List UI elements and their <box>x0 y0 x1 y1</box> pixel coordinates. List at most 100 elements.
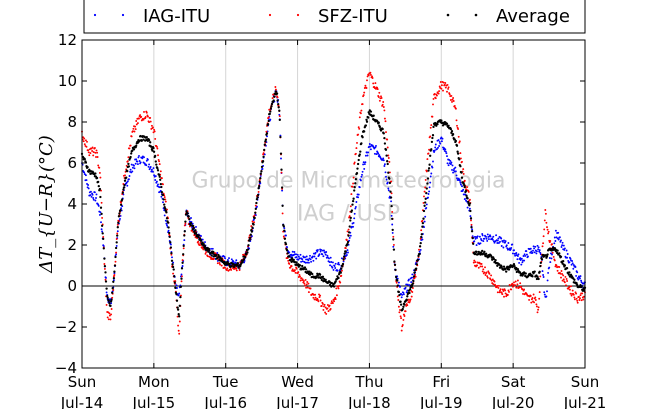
data-point <box>154 175 157 178</box>
data-point <box>497 286 500 289</box>
data-point <box>265 130 268 133</box>
data-point <box>400 329 403 332</box>
data-point <box>258 179 261 182</box>
data-point <box>177 294 180 297</box>
data-point <box>449 99 452 101</box>
data-point <box>146 115 149 118</box>
data-point <box>114 246 118 250</box>
data-point <box>329 256 332 259</box>
data-point <box>259 174 262 177</box>
data-point <box>486 276 489 279</box>
data-point <box>310 260 313 263</box>
data-point <box>162 201 164 204</box>
data-point <box>423 220 426 223</box>
data-point <box>430 148 433 151</box>
data-point <box>404 310 407 313</box>
data-point <box>356 167 359 170</box>
data-point <box>580 281 583 284</box>
data-point <box>298 273 301 276</box>
data-point <box>572 264 575 266</box>
data-point <box>558 266 561 268</box>
data-point <box>419 241 422 245</box>
data-point <box>459 181 462 184</box>
data-point <box>318 293 320 296</box>
data-point <box>423 195 425 198</box>
data-point <box>434 146 437 149</box>
data-point <box>205 251 208 254</box>
data-point <box>147 165 150 168</box>
data-point <box>152 126 154 129</box>
data-point <box>164 219 167 222</box>
data-point <box>126 169 129 173</box>
data-point <box>107 318 110 321</box>
data-point <box>101 216 104 219</box>
data-point <box>307 259 310 262</box>
data-point <box>322 277 326 281</box>
data-point <box>371 75 374 78</box>
data-point <box>253 216 256 220</box>
data-point <box>432 125 435 129</box>
data-point <box>424 197 427 200</box>
data-point <box>355 171 359 175</box>
legend-marker-average-a <box>446 13 450 17</box>
data-point <box>500 237 503 240</box>
data-point <box>357 196 360 199</box>
x-tick-date: Jul-19 <box>419 394 463 409</box>
data-point <box>425 203 428 206</box>
data-point <box>202 242 205 246</box>
data-point <box>158 175 161 178</box>
data-point <box>537 277 540 281</box>
data-point <box>333 300 336 303</box>
data-point <box>282 235 285 238</box>
data-point <box>123 184 126 187</box>
data-point <box>114 260 117 263</box>
data-point <box>270 102 274 106</box>
data-point <box>535 252 538 255</box>
data-point <box>438 140 441 143</box>
data-point <box>204 241 206 244</box>
data-point <box>139 161 142 164</box>
data-point <box>100 189 102 192</box>
data-point <box>450 130 454 133</box>
data-point <box>390 192 393 195</box>
data-point <box>261 167 264 170</box>
data-point <box>553 259 556 262</box>
data-point <box>252 223 255 226</box>
data-point <box>113 270 116 273</box>
data-point <box>383 165 386 167</box>
data-point <box>216 252 219 254</box>
data-point <box>181 275 183 278</box>
data-point <box>304 256 306 259</box>
data-point <box>414 275 417 278</box>
data-point <box>390 204 393 208</box>
data-point <box>156 147 159 150</box>
data-point <box>337 287 340 290</box>
data-point <box>84 139 87 142</box>
data-point <box>143 110 145 113</box>
data-point <box>426 177 430 180</box>
y-tick-label: 2 <box>67 236 77 254</box>
data-point <box>172 268 175 271</box>
data-points <box>80 71 587 335</box>
data-point <box>520 263 523 266</box>
data-point <box>160 195 163 198</box>
data-point <box>564 275 567 278</box>
data-point <box>454 139 458 143</box>
data-point <box>406 289 409 292</box>
data-point <box>334 267 337 269</box>
data-point <box>400 317 403 320</box>
data-point <box>568 271 571 274</box>
data-point <box>383 136 386 140</box>
data-point <box>513 281 515 284</box>
data-point <box>401 293 404 296</box>
data-point <box>329 264 332 267</box>
data-point <box>552 255 555 258</box>
data-point <box>103 263 106 265</box>
data-point <box>463 179 466 182</box>
data-point <box>496 242 499 244</box>
data-point <box>579 297 581 300</box>
data-point <box>95 197 97 199</box>
data-point <box>238 269 241 271</box>
data-point <box>316 274 320 277</box>
